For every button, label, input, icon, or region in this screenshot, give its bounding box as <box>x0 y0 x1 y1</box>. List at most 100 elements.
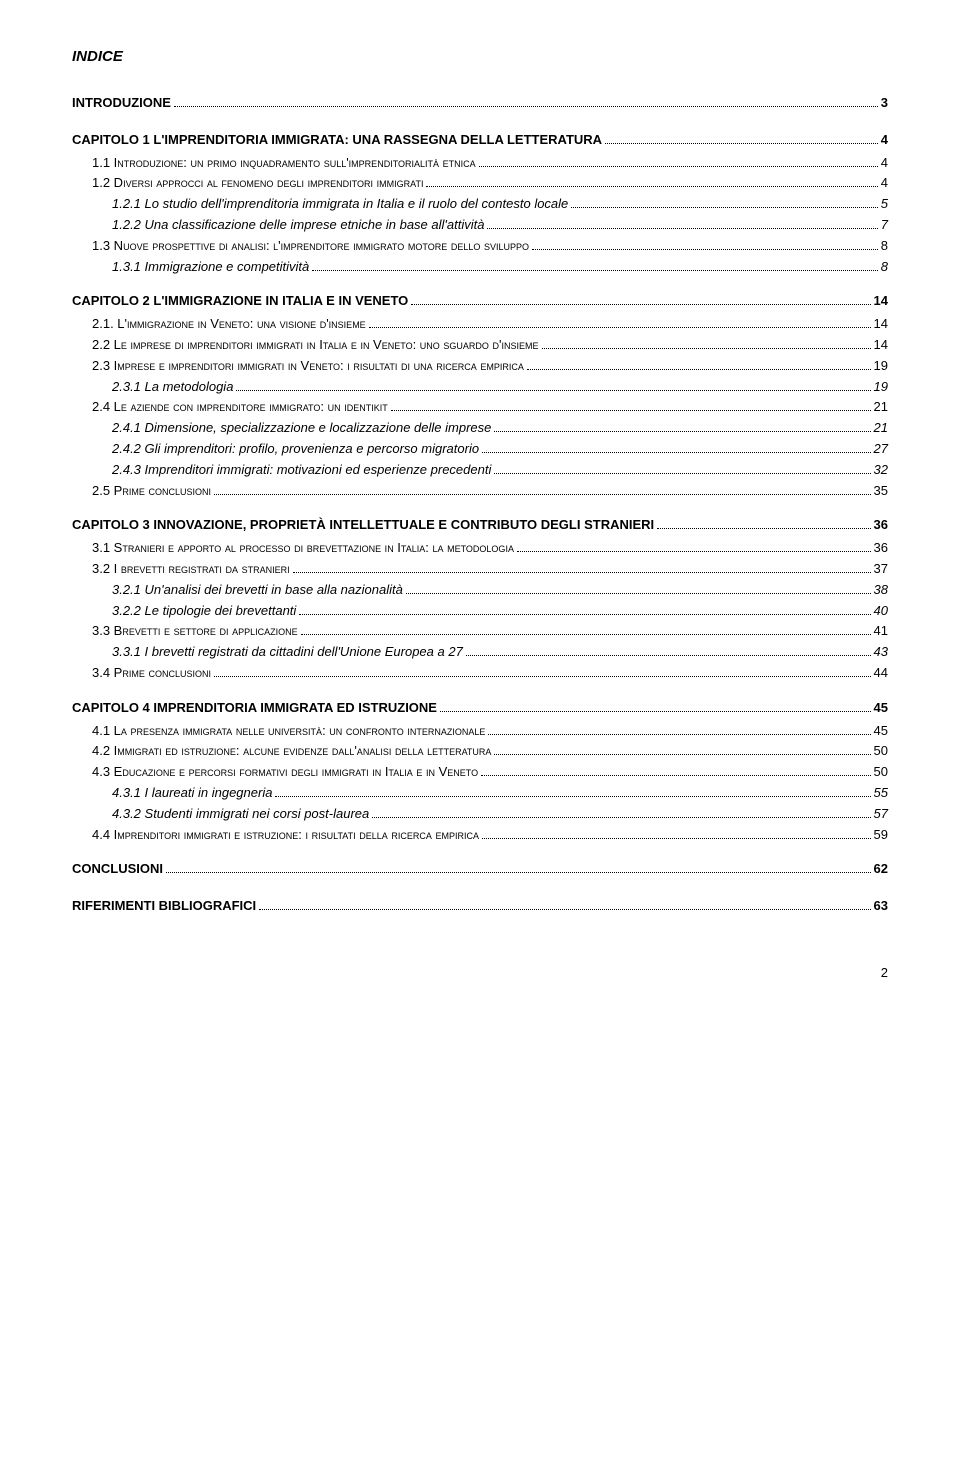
toc-page: 19 <box>874 356 888 377</box>
toc-page: 21 <box>874 397 888 418</box>
toc-entry: 3.3 Brevetti e settore di applicazione41 <box>92 621 888 642</box>
toc-entry: CAPITOLO 1 L'IMPRENDITORIA IMMIGRATA: UN… <box>72 130 888 151</box>
toc-label: 2.4.1 Dimensione, specializzazione e loc… <box>112 418 491 439</box>
toc-leader <box>571 198 877 208</box>
toc-entry: 3.1 Stranieri e apporto al processo di b… <box>92 538 888 559</box>
toc-entry: CAPITOLO 4 IMPRENDITORIA IMMIGRATA ED IS… <box>72 698 888 719</box>
toc-page: 36 <box>874 538 888 559</box>
toc-label: 1.2.1 Lo studio dell'imprenditoria immig… <box>112 194 568 215</box>
toc-page: 63 <box>874 896 888 917</box>
toc-entry: 4.3.2 Studenti immigrati nei corsi post-… <box>112 804 888 825</box>
toc-leader <box>275 787 870 797</box>
toc-leader <box>494 464 870 474</box>
toc-label: 3.3.1 I brevetti registrati da cittadini… <box>112 642 463 663</box>
toc-page: 59 <box>874 825 888 846</box>
toc-label: 3.3 Brevetti e settore di applicazione <box>92 621 298 642</box>
toc-label: 3.2.1 Un'analisi dei brevetti in base al… <box>112 580 403 601</box>
toc-page: 44 <box>874 663 888 684</box>
toc-page: 55 <box>874 783 888 804</box>
toc-page: 21 <box>874 418 888 439</box>
toc-leader <box>259 900 870 910</box>
toc-leader <box>301 625 871 635</box>
toc-label: 1.3.1 Immigrazione e competitività <box>112 257 309 278</box>
toc-entry: 4.2 Immigrati ed istruzione: alcune evid… <box>92 741 888 762</box>
toc-page: 50 <box>874 762 888 783</box>
toc-leader <box>532 240 878 250</box>
toc-label: 2.5 Prime conclusioni <box>92 481 211 502</box>
toc-entry: 2.4.3 Imprenditori immigrati: motivazion… <box>112 460 888 481</box>
toc-entry: 3.2.1 Un'analisi dei brevetti in base al… <box>112 580 888 601</box>
toc-leader <box>236 380 870 390</box>
toc-entry: 2.2 Le imprese di imprenditori immigrati… <box>92 335 888 356</box>
toc-leader <box>166 863 871 873</box>
toc-page: 50 <box>874 741 888 762</box>
toc-label: 4.3.1 I laureati in ingegneria <box>112 783 272 804</box>
toc-entry: 1.2.2 Una classificazione delle imprese … <box>112 215 888 236</box>
toc-label: 2.3 Imprese e imprenditori immigrati in … <box>92 356 524 377</box>
toc-label: INTRODUZIONE <box>72 93 171 114</box>
toc-label: 4.3 Educazione e percorsi formativi degl… <box>92 762 478 783</box>
toc-leader <box>214 484 871 494</box>
toc-entry: RIFERIMENTI BIBLIOGRAFICI63 <box>72 896 888 917</box>
toc-leader <box>481 766 870 776</box>
toc-label: CAPITOLO 2 L'IMMIGRAZIONE IN ITALIA E IN… <box>72 291 408 312</box>
toc-page: 37 <box>874 559 888 580</box>
toc-page: 35 <box>874 481 888 502</box>
toc-leader <box>174 97 878 107</box>
toc-leader <box>482 443 870 453</box>
toc-page: 3 <box>881 93 888 114</box>
toc-entry: 3.3.1 I brevetti registrati da cittadini… <box>112 642 888 663</box>
toc-page: 5 <box>881 194 888 215</box>
toc-page: 14 <box>874 314 888 335</box>
toc-entry: 2.1. L'immigrazione in Veneto: una visio… <box>92 314 888 335</box>
toc-page: 4 <box>881 130 888 151</box>
toc-entry: 2.3.1 La metodologia19 <box>112 377 888 398</box>
toc-label: 2.1. L'immigrazione in Veneto: una visio… <box>92 314 366 335</box>
toc-leader <box>479 157 878 167</box>
toc-label: 1.2 Diversi approcci al fenomeno degli i… <box>92 173 423 194</box>
toc-entry: 4.4 Imprenditori immigrati e istruzione:… <box>92 825 888 846</box>
toc-label: CAPITOLO 1 L'IMPRENDITORIA IMMIGRATA: UN… <box>72 130 602 151</box>
toc-label: 2.4 Le aziende con imprenditore immigrat… <box>92 397 388 418</box>
toc-leader <box>391 401 871 411</box>
toc-page: 4 <box>881 173 888 194</box>
toc-leader <box>657 519 870 529</box>
toc-leader <box>605 134 878 144</box>
toc-page: 57 <box>874 804 888 825</box>
toc-entry: CAPITOLO 3 INNOVAZIONE, PROPRIETÀ INTELL… <box>72 515 888 536</box>
toc-leader <box>411 295 870 305</box>
toc-page: 43 <box>874 642 888 663</box>
toc-page: 32 <box>874 460 888 481</box>
toc-leader <box>293 563 871 573</box>
toc-entry: CONCLUSIONI 62 <box>72 859 888 880</box>
toc-label: 1.1 Introduzione: un primo inquadramento… <box>92 153 476 174</box>
toc-leader <box>527 360 871 370</box>
toc-page: 45 <box>874 721 888 742</box>
toc-entry: 4.3 Educazione e percorsi formativi degl… <box>92 762 888 783</box>
toc-entry: INTRODUZIONE 3 <box>72 93 888 114</box>
toc-entry: 4.1 La presenza immigrata nelle universi… <box>92 721 888 742</box>
toc-label: 4.2 Immigrati ed istruzione: alcune evid… <box>92 741 491 762</box>
toc-page: 62 <box>874 859 888 880</box>
toc-entry: 2.4.2 Gli imprenditori: profilo, proveni… <box>112 439 888 460</box>
toc-leader <box>494 745 870 755</box>
toc-entry: 1.3 Nuove prospettive di analisi: l'impr… <box>92 236 888 257</box>
toc-leader <box>494 422 870 432</box>
toc-label: 3.2 I brevetti registrati da stranieri <box>92 559 290 580</box>
toc-label: 1.3 Nuove prospettive di analisi: l'impr… <box>92 236 529 257</box>
toc-page: 38 <box>874 580 888 601</box>
toc-entry: 3.2.2 Le tipologie dei brevettanti40 <box>112 601 888 622</box>
toc-page: 27 <box>874 439 888 460</box>
toc-label: 2.2 Le imprese di imprenditori immigrati… <box>92 335 539 356</box>
toc-label: 4.1 La presenza immigrata nelle universi… <box>92 721 485 742</box>
toc-leader <box>369 318 871 328</box>
toc-entry: 1.3.1 Immigrazione e competitività 8 <box>112 257 888 278</box>
toc-leader <box>426 177 877 187</box>
toc-label: CONCLUSIONI <box>72 859 163 880</box>
toc-page: 8 <box>881 257 888 278</box>
toc-entry: 2.4.1 Dimensione, specializzazione e loc… <box>112 418 888 439</box>
toc-page: 7 <box>881 215 888 236</box>
toc-page: 40 <box>874 601 888 622</box>
toc-entry: 2.4 Le aziende con imprenditore immigrat… <box>92 397 888 418</box>
toc-leader <box>372 808 870 818</box>
